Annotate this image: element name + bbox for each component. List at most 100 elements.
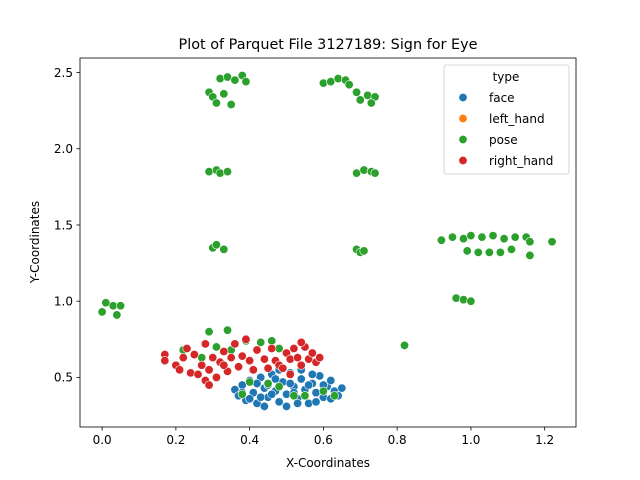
point-face-31 — [245, 394, 255, 404]
point-pose-39 — [488, 231, 498, 241]
point-right-hand-16 — [219, 347, 229, 357]
point-pose-22 — [215, 168, 225, 178]
point-pose-23 — [223, 167, 233, 177]
point-pose-44 — [484, 247, 494, 257]
plot-frame — [79, 57, 577, 428]
point-right-hand-1 — [160, 356, 170, 366]
point-pose-40 — [499, 234, 509, 244]
x-tick-label: 1.2 — [535, 433, 554, 447]
point-face-44 — [285, 379, 295, 389]
point-right-hand-22 — [241, 334, 251, 344]
point-face-22 — [311, 388, 321, 398]
x-tick-label: 0.0 — [93, 433, 112, 447]
point-right-hand-27 — [267, 343, 277, 353]
point-pose-12 — [333, 74, 343, 84]
point-right-hand-31 — [285, 354, 295, 364]
point-pose-50 — [547, 237, 557, 247]
point-right-hand-26 — [259, 354, 269, 364]
point-face-39 — [304, 380, 314, 390]
point-pose-43 — [473, 247, 483, 257]
point-pose-19 — [366, 98, 376, 108]
point-pose-64 — [267, 336, 277, 346]
point-right-hand-34 — [296, 360, 306, 370]
point-face-34 — [267, 389, 277, 399]
point-right-hand-41 — [285, 369, 295, 379]
point-right-hand-32 — [289, 343, 299, 353]
point-right-hand-19 — [230, 339, 240, 349]
point-right-hand-21 — [237, 351, 247, 361]
x-axis: 0.0 0.2 0.4 0.6 0.8 1.0 1.2 — [93, 427, 554, 447]
y-tick-label: 2.0 — [54, 142, 73, 156]
point-pose-77 — [263, 379, 273, 389]
point-pose-52 — [459, 295, 469, 305]
point-pose-29 — [211, 240, 221, 250]
point-pose-7 — [211, 98, 221, 108]
point-right-hand-8 — [193, 369, 203, 379]
point-right-hand-45 — [204, 380, 214, 390]
point-right-hand-12 — [204, 365, 214, 375]
point-pose-9 — [226, 100, 236, 110]
point-face-18 — [296, 374, 306, 384]
point-pose-17 — [363, 90, 373, 100]
y-tick-label: 2.5 — [54, 66, 73, 80]
point-face-29 — [337, 383, 347, 393]
point-pose-46 — [506, 244, 516, 254]
point-right-hand-3 — [175, 365, 185, 375]
point-pose-54 — [97, 307, 107, 317]
point-face-47 — [293, 398, 303, 408]
x-tick-label: 0.2 — [166, 433, 185, 447]
point-pose-41 — [510, 232, 520, 242]
point-pose-68 — [211, 342, 221, 352]
point-face-36 — [282, 401, 292, 411]
point-face-46 — [270, 374, 280, 384]
point-right-hand-40 — [296, 337, 306, 347]
chart-title: Plot of Parquet File 3127189: Sign for E… — [179, 37, 478, 53]
point-pose-76 — [237, 389, 247, 399]
point-pose-37 — [466, 231, 476, 241]
point-right-hand-13 — [208, 353, 218, 363]
point-pose-51 — [451, 293, 461, 303]
point-right-hand-20 — [234, 362, 244, 372]
legend-marker-pose — [458, 135, 468, 145]
point-right-hand-10 — [200, 339, 210, 349]
point-pose-49 — [525, 250, 535, 260]
legend-title: type — [493, 70, 520, 84]
point-pose-2 — [230, 75, 240, 85]
point-pose-25 — [359, 165, 369, 175]
point-pose-57 — [112, 310, 122, 320]
point-pose-4 — [241, 77, 251, 87]
point-face-49 — [307, 369, 317, 379]
legend-marker-left-hand — [458, 114, 468, 124]
points-layer — [97, 71, 557, 411]
point-right-hand-18 — [226, 353, 236, 363]
legend-label-pose: pose — [489, 133, 518, 147]
point-face-40 — [311, 397, 321, 407]
point-pose-42 — [462, 246, 472, 256]
legend-box — [443, 64, 570, 175]
point-pose-48 — [525, 237, 535, 247]
legend-marker-face — [458, 93, 468, 103]
point-pose-27 — [370, 168, 380, 178]
y-axis-label: Y-Coordinates — [28, 201, 42, 284]
point-pose-8 — [219, 89, 229, 99]
point-pose-30 — [219, 244, 229, 254]
point-right-hand-5 — [186, 368, 196, 378]
point-face-14 — [282, 389, 292, 399]
point-pose-70 — [245, 377, 255, 387]
legend-label-left-hand: left_hand — [489, 112, 545, 126]
point-right-hand-25 — [252, 345, 262, 355]
point-pose-63 — [256, 337, 266, 347]
point-right-hand-23 — [245, 356, 255, 366]
point-pose-20 — [204, 167, 214, 177]
point-face-32 — [252, 379, 262, 389]
point-right-hand-37 — [307, 348, 317, 358]
y-axis: 0.5 1.0 1.5 2.0 2.5 — [54, 66, 80, 385]
x-tick-label: 0.4 — [240, 433, 259, 447]
point-right-hand-7 — [189, 350, 199, 360]
point-pose-74 — [318, 386, 328, 396]
point-face-12 — [274, 397, 284, 407]
point-pose-71 — [274, 382, 284, 392]
legend-marker-right-hand — [458, 156, 468, 166]
